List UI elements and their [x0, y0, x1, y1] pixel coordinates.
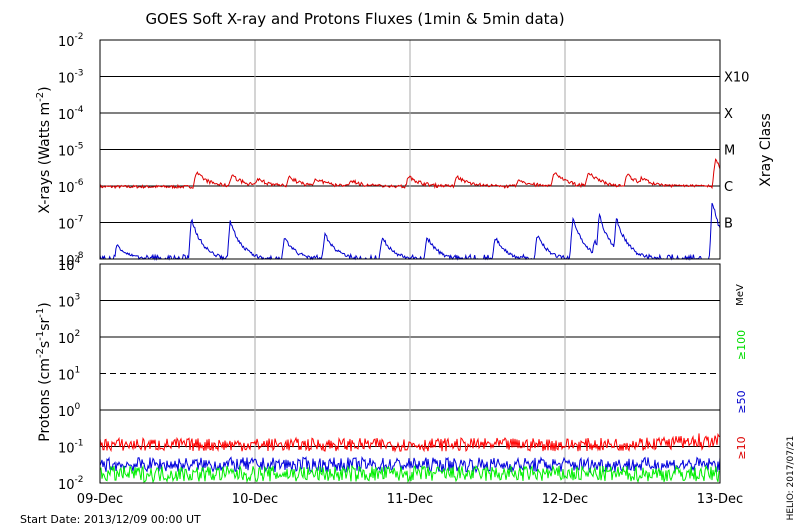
proton-panel: 10-2 10-1 100 101 102 103 104 ≥100 ≥50 ≥10 MeV P… [35, 256, 748, 493]
y-tick-label: 102 [58, 329, 80, 347]
proton-energy-legend: ≥100 ≥50 ≥10 [735, 330, 748, 460]
credit-label: HELIO: 2017/07/21 [786, 436, 796, 521]
y-tick-label: 10-7 [58, 215, 84, 233]
y-tick-label: 10-8 [58, 251, 84, 269]
xray-class-labels: X10 X M C B [724, 71, 749, 232]
chart-title: GOES Soft X-ray and Protons Fluxes (1min… [145, 10, 564, 28]
xray-class-label: X [724, 107, 733, 122]
xray-y-tick-labels: 10-8 10-7 10-6 10-5 10-4 10-3 10-2 [58, 32, 84, 269]
xray-y-axis-label-main: X-rays (Watts m [37, 102, 53, 214]
xray-short-channel-line [99, 202, 721, 261]
xray-class-label: M [724, 144, 735, 159]
y-tick-label: 10-6 [58, 178, 84, 196]
xray-class-label: B [724, 217, 733, 232]
xray-long-channel-line [99, 158, 721, 190]
y-tick-label: 101 [58, 366, 80, 384]
x-tick-label: 09-Dec [77, 492, 123, 507]
xray-y-axis-label-sup: -2 [35, 92, 46, 102]
xray-class-label: X10 [724, 71, 749, 86]
proton-series-line [99, 464, 721, 484]
proton-legend-entry: ≥50 [735, 390, 748, 413]
proton-y-axis-label: Protons (cm-2s-1sr-1) [35, 302, 53, 441]
y-tick-label: 10-2 [58, 32, 84, 50]
y-tick-label: 100 [58, 402, 81, 420]
xray-gridlines [100, 40, 720, 259]
x-tick-label: 13-Dec [697, 492, 743, 507]
xray-y-axis-label: X-rays (Watts m-2) [35, 86, 53, 213]
x-tick-label: 12-Dec [542, 492, 588, 507]
y-tick-label: 104 [58, 256, 81, 274]
proton-unit-label: MeV [735, 284, 746, 306]
y-tick-label: 10-5 [58, 142, 84, 160]
xray-class-axis-title: Xray Class [758, 113, 774, 187]
y-tick-label: 10-1 [58, 439, 84, 457]
y-tick-label: 103 [58, 293, 80, 311]
xray-series-group [99, 158, 721, 261]
xray-plot-frame [99, 39, 721, 260]
proton-series-line [99, 432, 721, 453]
xray-class-label: C [724, 180, 733, 195]
proton-gridlines [100, 264, 720, 483]
proton-legend-entry: ≥100 [735, 330, 748, 360]
y-tick-label: 10-2 [58, 475, 84, 493]
proton-legend-entry: ≥10 [735, 436, 748, 459]
y-tick-label: 10-3 [58, 69, 84, 87]
x-tick-label: 11-Dec [387, 492, 433, 507]
proton-y-tick-labels: 10-2 10-1 100 101 102 103 104 [58, 256, 84, 493]
y-tick-label: 10-4 [58, 105, 84, 123]
proton-plot-frame [99, 263, 721, 484]
xray-y-axis-label-close: ) [37, 86, 53, 91]
x-axis-tick-labels: 09-Dec 10-Dec 11-Dec 12-Dec 13-Dec [77, 492, 743, 507]
xray-panel: 10-8 10-7 10-6 10-5 10-4 10-3 10-2 X10 X M C B Xra… [35, 32, 774, 269]
x-tick-label: 10-Dec [232, 492, 278, 507]
start-date-label: Start Date: 2013/12/09 00:00 UT [20, 513, 201, 526]
proton-series-group [99, 432, 721, 484]
